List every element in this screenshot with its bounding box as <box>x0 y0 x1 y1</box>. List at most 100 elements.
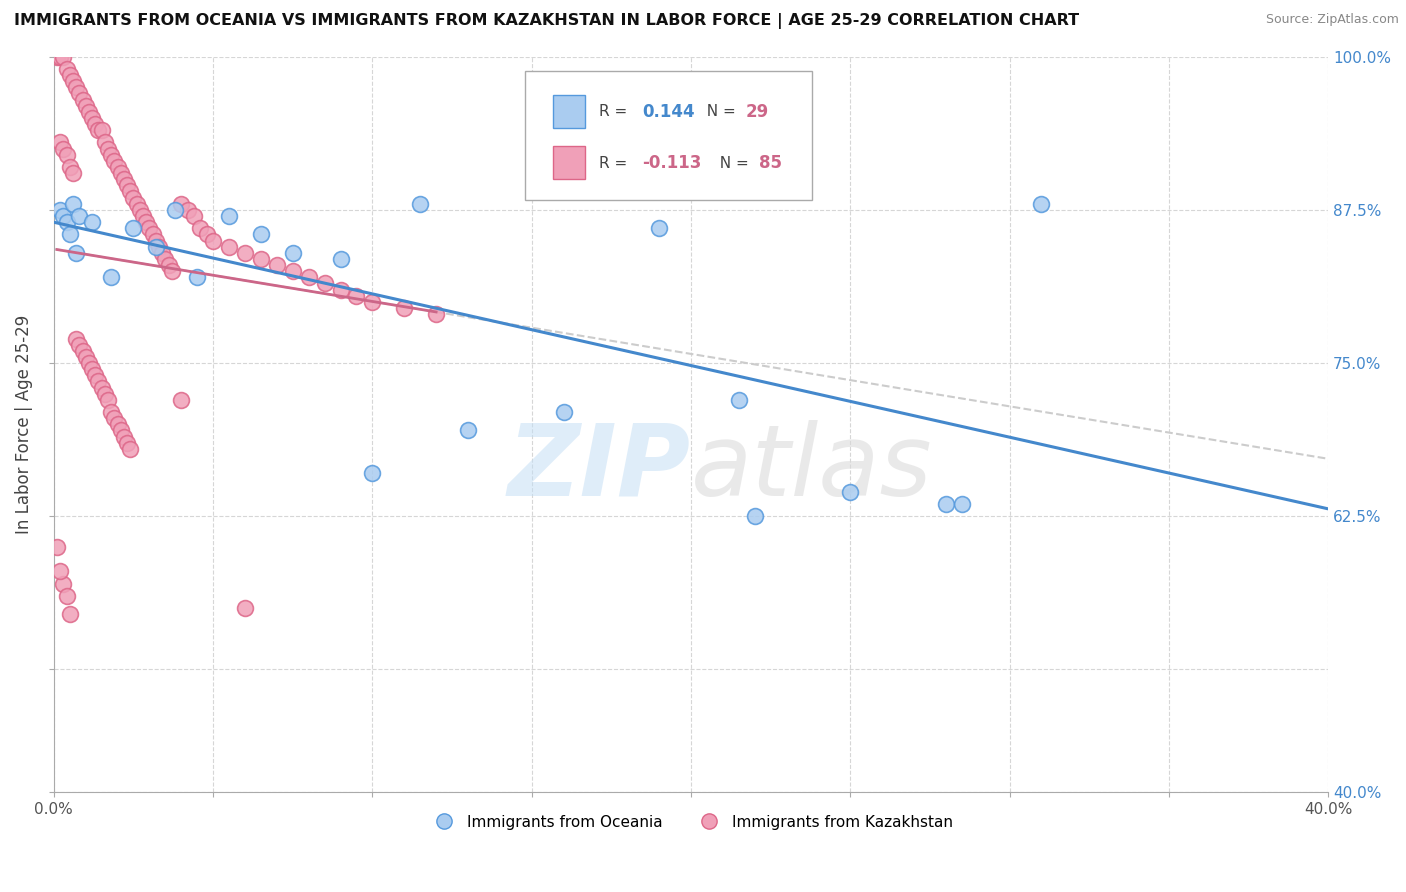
Point <box>97 142 120 156</box>
Point <box>183 209 205 223</box>
Point <box>65 245 87 260</box>
Text: 0.144: 0.144 <box>643 103 695 120</box>
Text: R =: R = <box>599 104 633 120</box>
Point <box>52 50 75 64</box>
Point <box>55 62 77 76</box>
Point <box>553 405 575 419</box>
Point <box>65 80 87 95</box>
Point <box>361 467 384 481</box>
Point <box>107 417 129 432</box>
Point <box>457 424 479 438</box>
Point <box>150 245 173 260</box>
Point <box>195 227 218 242</box>
Text: N =: N = <box>710 156 754 170</box>
Point <box>125 196 148 211</box>
Point <box>90 123 112 137</box>
Legend: Immigrants from Oceania, Immigrants from Kazakhstan: Immigrants from Oceania, Immigrants from… <box>423 808 959 836</box>
Point <box>94 386 117 401</box>
Point <box>148 239 170 253</box>
Point <box>935 497 957 511</box>
Point <box>155 252 177 266</box>
Point <box>122 191 145 205</box>
Point <box>62 166 84 180</box>
Point <box>65 332 87 346</box>
Point <box>49 50 72 64</box>
Point <box>202 234 225 248</box>
Point <box>52 142 75 156</box>
Point <box>84 117 107 131</box>
Point <box>600 185 623 199</box>
Point <box>128 202 150 217</box>
Text: Source: ZipAtlas.com: Source: ZipAtlas.com <box>1265 13 1399 27</box>
Point <box>77 104 100 119</box>
Point <box>87 375 110 389</box>
Point <box>170 392 193 407</box>
Y-axis label: In Labor Force | Age 25-29: In Labor Force | Age 25-29 <box>15 315 32 534</box>
Point <box>80 362 103 376</box>
Point <box>281 245 304 260</box>
Point <box>218 239 240 253</box>
Bar <box>554 95 585 128</box>
Point <box>94 136 117 150</box>
Point <box>218 209 240 223</box>
Point <box>120 442 142 456</box>
Text: 29: 29 <box>745 103 769 120</box>
Point <box>67 209 90 223</box>
Point <box>298 270 321 285</box>
Point <box>170 196 193 211</box>
Point <box>394 301 416 315</box>
Point <box>46 50 69 64</box>
Point <box>72 343 94 358</box>
Point <box>80 111 103 125</box>
Point <box>361 294 384 309</box>
Point <box>329 283 352 297</box>
Point <box>950 497 973 511</box>
Point <box>110 166 132 180</box>
Point <box>110 424 132 438</box>
Point <box>52 576 75 591</box>
Point <box>62 74 84 88</box>
Point <box>112 429 135 443</box>
Point <box>163 202 186 217</box>
Text: ZIP: ZIP <box>508 420 690 517</box>
Point <box>329 252 352 266</box>
Point <box>346 288 368 302</box>
Point <box>122 221 145 235</box>
Text: R =: R = <box>599 156 633 170</box>
Point <box>115 435 138 450</box>
Point <box>250 227 273 242</box>
Point <box>49 136 72 150</box>
Point <box>75 98 97 112</box>
Point <box>115 178 138 193</box>
Point <box>120 185 142 199</box>
Point <box>727 392 749 407</box>
Bar <box>554 146 585 179</box>
Point <box>839 484 862 499</box>
Text: -0.113: -0.113 <box>643 154 702 172</box>
Point <box>186 270 208 285</box>
Text: IMMIGRANTS FROM OCEANIA VS IMMIGRANTS FROM KAZAKHSTAN IN LABOR FORCE | AGE 25-29: IMMIGRANTS FROM OCEANIA VS IMMIGRANTS FR… <box>14 13 1080 29</box>
Point <box>103 153 125 168</box>
Text: N =: N = <box>697 104 741 120</box>
Point <box>648 221 671 235</box>
Point <box>190 221 212 235</box>
Text: 85: 85 <box>758 154 782 172</box>
Point <box>77 356 100 370</box>
Point <box>103 411 125 425</box>
Point <box>67 337 90 351</box>
Text: atlas: atlas <box>690 420 932 517</box>
Point <box>266 258 288 272</box>
Point <box>55 215 77 229</box>
Point <box>80 215 103 229</box>
Point <box>97 392 120 407</box>
Point <box>233 245 256 260</box>
Point <box>52 209 75 223</box>
Point <box>744 509 766 524</box>
Point <box>233 601 256 615</box>
Point <box>55 147 77 161</box>
Point <box>250 252 273 266</box>
Point <box>59 607 82 622</box>
Point <box>100 147 122 161</box>
Point <box>135 215 157 229</box>
Point <box>49 202 72 217</box>
